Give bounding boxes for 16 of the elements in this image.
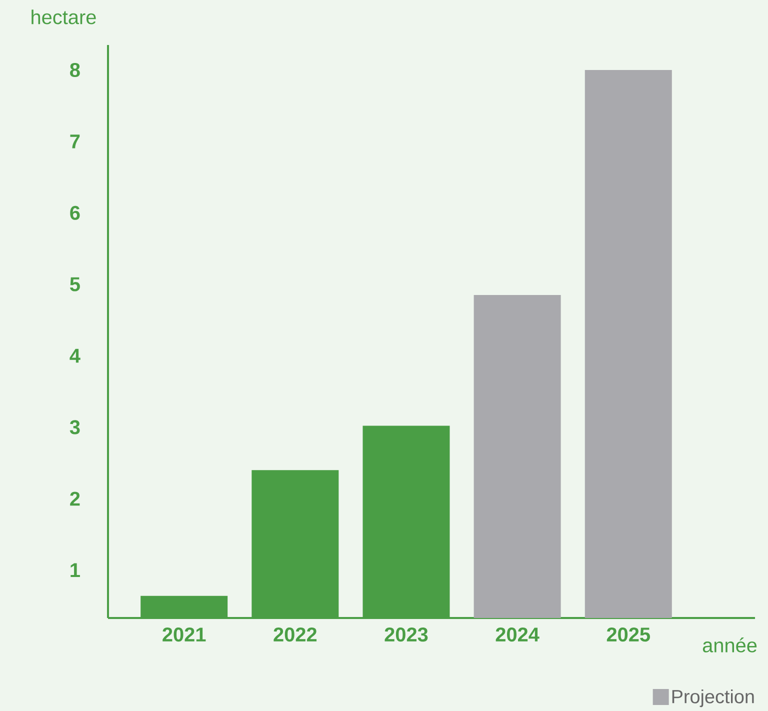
x-tick-label: 2021 — [162, 628, 206, 642]
x-tick-label: 2024 — [496, 628, 540, 642]
y-axis-title: hectare — [32, 10, 96, 24]
y-tick-label: 2 — [70, 492, 80, 506]
x-axis-title: année — [702, 638, 757, 652]
y-tick-label: 8 — [70, 62, 80, 78]
y-tick-label: 4 — [70, 348, 80, 363]
legend-label: Projection — [672, 689, 754, 708]
x-tick-label: 2025 — [606, 628, 650, 642]
y-tick-label: 3 — [70, 420, 80, 434]
x-tick-label: 2023 — [384, 628, 428, 642]
y-tick-label: 5 — [70, 277, 80, 292]
y-tick-label: 1 — [70, 563, 80, 577]
x-tick-label: 2022 — [274, 628, 317, 642]
y-tick-label: 7 — [70, 134, 80, 148]
y-tick-label: 6 — [70, 206, 80, 220]
